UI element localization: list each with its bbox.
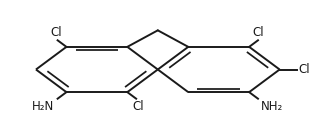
Text: H₂N: H₂N (32, 100, 54, 113)
Text: Cl: Cl (252, 26, 264, 39)
Text: NH₂: NH₂ (261, 100, 283, 113)
Text: Cl: Cl (132, 100, 144, 113)
Text: Cl: Cl (299, 63, 310, 76)
Text: Cl: Cl (50, 26, 62, 39)
